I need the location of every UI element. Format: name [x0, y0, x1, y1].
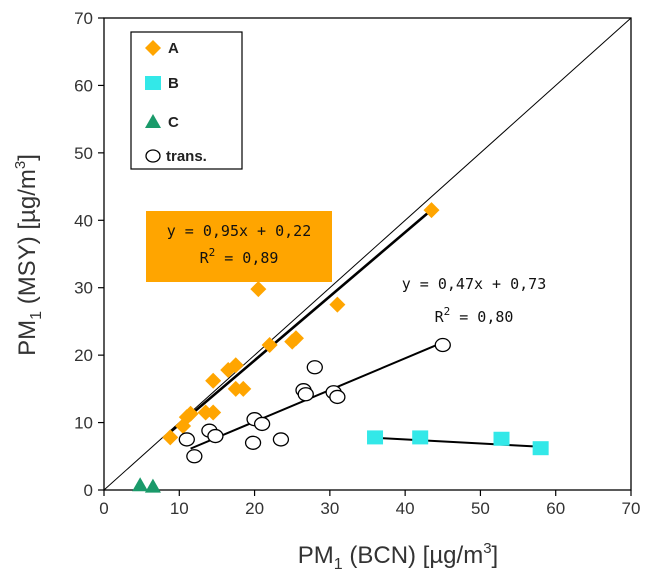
point-b [412, 430, 429, 445]
y-tick-label: 40 [74, 211, 93, 230]
point-b [493, 431, 510, 446]
legend-label-a: A [168, 40, 179, 57]
point-trans [207, 428, 224, 444]
point-trans [306, 360, 323, 375]
fit-annotation-trans-r2-label: R [435, 308, 445, 326]
fit-annotation-a-equation: y = 0,95x + 0,22 [167, 222, 312, 240]
point-a [205, 372, 222, 389]
fit-annotation-a-r2: R2 = 0,89 [200, 246, 279, 267]
fit-annotation-trans-r2-value: = 0,80 [450, 308, 513, 326]
point-b [367, 430, 384, 445]
legend-item-c: C [145, 114, 179, 131]
point-a [182, 405, 199, 422]
x-tick-label: 10 [170, 499, 189, 518]
point-trans [329, 389, 346, 405]
fit-line-a [167, 208, 433, 436]
x-axis-label: PM1 (BCN) [µg/m3] [298, 540, 498, 573]
x-axis-label-sup: 3 [483, 540, 491, 557]
point-trans [434, 337, 451, 353]
y-axis-label-pre: PM [14, 320, 41, 356]
point-a [261, 337, 278, 354]
legend-marker-c [145, 114, 161, 128]
point-a [205, 404, 222, 421]
x-axis-label-pre: PM [298, 542, 334, 569]
point-a [423, 202, 440, 219]
fit-annotation-trans-r2-sup: 2 [444, 305, 451, 318]
y-axis-label: PM1 (MSY) [µg/m3] [12, 154, 45, 356]
fit-line-trans [190, 341, 444, 450]
point-c [144, 478, 161, 493]
fit-annotation-a-r2-label: R [200, 249, 210, 267]
fit-annotation-trans-r2: R2 = 0,80 [435, 305, 514, 326]
y-axis-label-post: ] [14, 154, 41, 161]
legend-marker-trans [145, 149, 161, 163]
point-trans [178, 432, 195, 447]
y-tick-label: 20 [74, 346, 93, 365]
x-tick-label: 70 [622, 499, 641, 518]
legend-marker-a [145, 40, 161, 56]
x-axis-label-post: ] [492, 542, 499, 569]
legend-item-trans: trans. [145, 148, 207, 165]
y-tick-label: 0 [84, 481, 93, 500]
y-tick-label: 50 [74, 144, 93, 163]
y-axis-label-mid: (MSY) [µg/m [14, 169, 41, 311]
legend-box [130, 31, 243, 170]
fit-line-b [374, 436, 541, 448]
x-tick-label: 30 [320, 499, 339, 518]
legend-label-c: C [168, 114, 179, 131]
plot-frame [103, 17, 632, 491]
point-a [329, 296, 346, 313]
point-a [227, 357, 244, 374]
point-a [235, 380, 252, 397]
point-trans [253, 416, 271, 432]
x-axis-label-sub: 1 [334, 556, 343, 573]
x-tick-label: 50 [471, 499, 490, 518]
x-tick-label: 0 [99, 499, 108, 518]
point-c [132, 477, 149, 492]
chart-marks: 0 10 20 30 40 50 60 70 0 10 20 30 40 50 60 70 [74, 9, 640, 518]
point-a [250, 281, 267, 298]
legend-label-trans: trans. [166, 148, 207, 165]
x-tick-label: 20 [245, 499, 264, 518]
fit-annotation-trans-equation: y = 0,47x + 0,73 [402, 275, 547, 293]
y-tick-label: 60 [74, 76, 93, 95]
point-trans [186, 449, 203, 464]
y-tick-label: 10 [74, 414, 93, 433]
x-tick-label: 40 [396, 499, 415, 518]
fit-annotation-a-r2-sup: 2 [209, 246, 216, 259]
fit-annotation-trans: y = 0,47x + 0,73 R2 = 0,80 [402, 275, 547, 326]
y-tick-label: 70 [74, 9, 93, 28]
x-tick-label: 60 [546, 499, 565, 518]
legend-marker-b [145, 76, 161, 90]
point-a [287, 330, 304, 347]
fit-annotation-a: y = 0,95x + 0,22 R2 = 0,89 [146, 211, 332, 282]
x-axis-label-mid: (BCN) [µg/m [343, 542, 484, 569]
legend-label-b: B [168, 75, 179, 92]
point-b [532, 441, 549, 456]
point-trans [297, 387, 314, 402]
legend-item-a: A [145, 40, 179, 57]
legend-item-b: B [145, 75, 179, 92]
y-axis-label-sub: 1 [28, 311, 45, 320]
point-trans [244, 435, 262, 450]
legend: A B C trans. [130, 31, 243, 170]
point-trans [272, 432, 290, 447]
point-a [162, 429, 179, 446]
fit-annotation-a-r2-value: = 0,89 [215, 249, 278, 267]
fit-annotation-a-box [146, 211, 332, 282]
y-axis-label-sup: 3 [12, 161, 29, 169]
y-tick-label: 30 [74, 279, 93, 298]
